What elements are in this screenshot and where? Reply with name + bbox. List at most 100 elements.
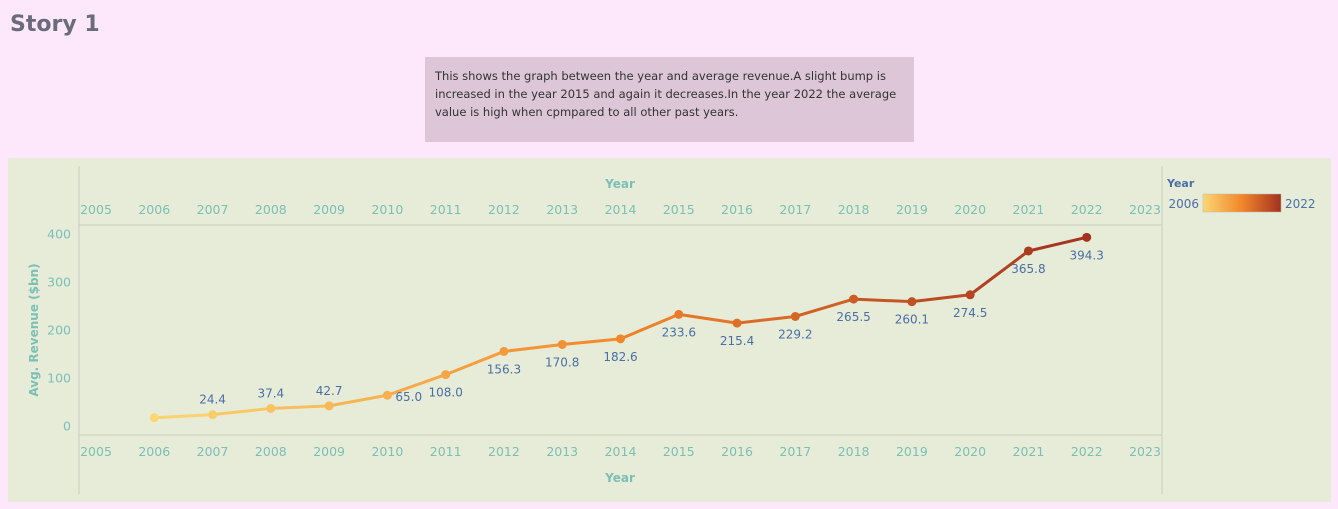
x-tick-label-top: 2008 (255, 202, 287, 217)
series-points (149, 232, 1092, 423)
x-axis-title-top: Year (604, 177, 635, 191)
line-segment (968, 249, 1030, 297)
line-segment (152, 413, 215, 420)
data-point[interactable] (965, 290, 975, 300)
line-segment (1026, 235, 1089, 253)
y-axis-title: Avg. Revenue ($bn) (27, 263, 41, 396)
line-segment (677, 312, 739, 325)
x-tick-label-top: 2022 (1071, 202, 1103, 217)
line-segment (211, 406, 273, 417)
data-point[interactable] (1082, 232, 1092, 242)
x-tick-label-bottom: 2007 (197, 444, 229, 459)
legend-gradient-bar (1202, 193, 1282, 213)
series-line (152, 235, 1089, 420)
chart-panel: Year Year Avg. Revenue ($bn) 2005 2006 200… (8, 158, 1331, 502)
line-segment (560, 337, 622, 346)
x-tick-label-bottom: 2008 (255, 444, 287, 459)
data-label: 265.5 (836, 310, 870, 324)
line-segment (852, 297, 914, 304)
x-tick-label-bottom: 2017 (779, 444, 811, 459)
x-tick-label-bottom: 2011 (430, 444, 462, 459)
data-point[interactable] (324, 401, 334, 411)
y-tick-label: 400 (47, 227, 71, 242)
data-point[interactable] (616, 334, 625, 344)
line-segment (327, 393, 389, 408)
x-tick-label-top: 2015 (663, 202, 695, 217)
data-point[interactable] (149, 413, 159, 423)
legend-min-label: 2006 (1168, 197, 1199, 211)
data-label: 233.6 (662, 325, 696, 339)
x-axis-title-bottom: Year (604, 471, 635, 485)
data-point[interactable] (1023, 246, 1033, 256)
x-tick-label-bottom: 2014 (605, 444, 637, 459)
line-segment (502, 342, 564, 353)
x-tick-label-top: 2013 (546, 202, 578, 217)
data-label: 65.0 (395, 390, 422, 404)
data-label: 229.2 (778, 327, 812, 341)
x-tick-label-top: 2012 (488, 202, 520, 217)
y-tick-label: 300 (47, 275, 71, 290)
x-tick-label-bottom: 2006 (138, 444, 170, 459)
data-point[interactable] (849, 294, 859, 304)
line-segment (444, 349, 506, 377)
data-label: 274.5 (953, 306, 987, 320)
x-tick-label-bottom: 2005 (80, 444, 112, 459)
y-tick-label: 200 (47, 322, 71, 337)
x-tick-label-bottom: 2016 (721, 444, 753, 459)
x-tick-label-bottom: 2020 (954, 444, 986, 459)
x-tick-label-bottom: 2019 (896, 444, 928, 459)
data-label: 108.0 (428, 386, 462, 400)
x-tick-label-top: 2018 (838, 202, 870, 217)
data-point[interactable] (732, 318, 742, 328)
data-labels: 24.4 37.4 42.7 65.0 108.0 156.3 170.8 182.6 233.… (199, 248, 1104, 406)
y-tick-label: 0 (63, 418, 71, 433)
x-tick-label-top: 2005 (80, 202, 112, 217)
x-tick-label-bottom: 2021 (1013, 444, 1045, 459)
x-tick-label-bottom: 2009 (313, 444, 345, 459)
x-tick-label-top: 2017 (779, 202, 811, 217)
data-label: 42.7 (316, 384, 343, 398)
revenue-line-chart: Year Year Avg. Revenue ($bn) 2005 2006 200… (27, 166, 1316, 494)
data-point[interactable] (441, 370, 451, 380)
x-tick-label-top: 2016 (721, 202, 753, 217)
data-label: 182.6 (603, 350, 637, 364)
data-point[interactable] (382, 390, 392, 400)
y-tick-label: 100 (47, 370, 71, 385)
data-point[interactable] (208, 410, 218, 420)
x-tick-label-bottom: 2010 (371, 444, 403, 459)
data-point[interactable] (266, 403, 276, 413)
data-label: 156.3 (487, 362, 521, 376)
x-tick-label-top: 2009 (313, 202, 345, 217)
y-tick-labels: 0 100 200 300 400 (47, 227, 71, 434)
data-point[interactable] (557, 339, 567, 349)
data-point[interactable] (499, 346, 509, 356)
story-title: Story 1 (10, 12, 100, 37)
data-label: 37.4 (257, 386, 284, 400)
x-tick-label-top: 2019 (896, 202, 928, 217)
x-tick-label-bottom: 2015 (663, 444, 695, 459)
x-tick-label-top: 2023 (1129, 202, 1161, 217)
data-label: 394.3 (1070, 248, 1104, 262)
x-tick-label-bottom: 2012 (488, 444, 520, 459)
x-tick-label-top: 2011 (430, 202, 462, 217)
line-segment (793, 297, 856, 318)
x-tick-label-top: 2006 (138, 202, 170, 217)
line-segment (269, 404, 331, 410)
line-segment (619, 312, 681, 341)
x-tick-labels-bottom: 2005 2006 2007 2008 2009 2010 2011 2012 2013 2014… (80, 444, 1161, 459)
data-label: 365.8 (1011, 262, 1045, 276)
data-point[interactable] (907, 297, 917, 307)
line-segment (735, 314, 797, 325)
data-label: 215.4 (720, 334, 754, 348)
data-label: 24.4 (199, 393, 226, 407)
x-tick-label-top: 2007 (197, 202, 229, 217)
x-tick-label-bottom: 2023 (1129, 444, 1161, 459)
legend-title: Year (1166, 177, 1195, 190)
data-point[interactable] (674, 309, 684, 319)
x-tick-label-top: 2010 (371, 202, 403, 217)
data-label: 260.1 (895, 313, 929, 327)
legend-max-label: 2022 (1285, 197, 1316, 211)
story-caption: This shows the graph between the year an… (425, 57, 914, 142)
data-point[interactable] (790, 311, 800, 321)
line-segment (910, 293, 972, 304)
